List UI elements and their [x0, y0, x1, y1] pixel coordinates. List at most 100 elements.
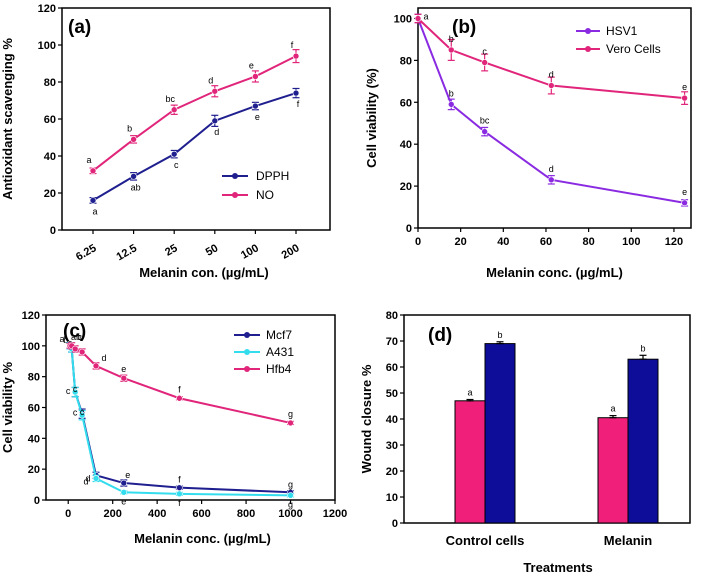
d-significance-letter: b	[497, 330, 502, 340]
a-legend-marker	[232, 173, 238, 179]
c-significance-letter: c	[66, 386, 71, 396]
c-significance-letter: g	[288, 499, 293, 509]
c-significance-letter: a	[59, 334, 64, 344]
a-marker	[292, 89, 300, 97]
c-marker	[92, 475, 100, 482]
c-xtick-label: 200	[104, 508, 122, 520]
d-x-axis-label: Treatments	[523, 560, 592, 575]
c-legend-marker	[244, 349, 250, 355]
c-legend-label: A431	[266, 345, 294, 359]
a-marker	[252, 102, 259, 110]
b-significance-letter: e	[682, 187, 687, 197]
c-significance-letter: g	[288, 409, 293, 419]
c-significance-letter: f	[178, 498, 181, 508]
d-bar	[627, 358, 659, 524]
a-xtick-label: 100	[239, 242, 261, 262]
a-marker	[130, 136, 137, 143]
b-xtick-label: 100	[622, 236, 640, 248]
d-ytick-label: 40	[386, 414, 398, 426]
d-ytick-label: 0	[392, 518, 398, 530]
a-marker	[170, 150, 178, 158]
a-significance-letter: b	[127, 123, 132, 133]
b-xtick-label: 40	[497, 236, 509, 248]
a-significance-letter: f	[291, 40, 294, 50]
c-xtick-label: 1200	[323, 508, 347, 520]
a-significance-letter: f	[297, 99, 300, 109]
a-marker	[211, 117, 219, 125]
c-significance-letter: c	[80, 407, 85, 417]
c-y-axis-label: Cell viability %	[0, 362, 15, 453]
b-significance-letter: e	[682, 82, 687, 92]
a-legend-label: DPPH	[256, 169, 289, 183]
c-ytick-label: 80	[28, 372, 40, 384]
c-xtick-label: 400	[148, 508, 166, 520]
b-xtick-label: 0	[415, 236, 421, 248]
c-significance-letter: c	[77, 332, 82, 342]
b-marker	[447, 46, 455, 54]
c-xtick-label: 0	[65, 508, 71, 520]
a-ytick-label: 20	[44, 188, 56, 200]
d-significance-letter: b	[640, 343, 645, 353]
c-marker	[287, 492, 294, 499]
d-bar	[597, 417, 629, 524]
c-ytick-label: 40	[28, 433, 40, 445]
a-legend-label: NO	[256, 188, 274, 202]
d-ytick-label: 70	[386, 336, 398, 348]
b-ytick-label: 40	[400, 139, 412, 151]
c-significance-letter: c	[73, 384, 78, 394]
b-ytick-label: 60	[400, 97, 412, 109]
c-marker	[120, 479, 128, 487]
a-y-axis-label: Antioxidant scavenging %	[0, 38, 15, 200]
d-significance-letter: a	[610, 404, 615, 414]
chart-panel-d: 0 10 20 30 40 50 60 70 80 Control cells a b Melanin a…	[359, 310, 691, 575]
c-ytick-label: 120	[22, 310, 40, 322]
d-ytick-label: 20	[386, 466, 398, 478]
c-legend-marker	[244, 332, 250, 338]
c-legend-marker	[244, 366, 250, 372]
b-marker	[481, 59, 488, 66]
c-marker	[78, 411, 86, 419]
a-significance-letter: c	[174, 160, 179, 170]
b-plot-frame	[417, 7, 692, 229]
d-significance-letter: a	[467, 388, 472, 398]
b-legend-marker	[585, 28, 591, 34]
a-ytick-label: 80	[44, 77, 56, 89]
c-marker	[71, 388, 79, 396]
a-xtick-label: 6.25	[74, 242, 99, 263]
a-significance-letter: d	[214, 127, 219, 137]
d-bar	[454, 400, 486, 524]
a-marker	[170, 106, 178, 114]
b-marker	[548, 82, 555, 89]
c-significance-letter: d	[84, 476, 89, 486]
a-ytick-label: 60	[44, 114, 56, 126]
d-bar	[484, 343, 516, 524]
b-marker	[681, 94, 688, 102]
b-marker	[481, 128, 488, 135]
a-marker	[89, 197, 97, 204]
c-panel-label: (c)	[63, 321, 86, 342]
c-marker	[120, 488, 128, 496]
a-xtick-label: 200	[280, 242, 302, 262]
c-ytick-label: 60	[28, 403, 40, 415]
c-significance-letter: f	[178, 384, 181, 394]
c-series-line-a431	[69, 345, 291, 497]
b-marker	[414, 15, 422, 22]
c-marker	[176, 484, 183, 491]
c-significance-letter: ab	[71, 332, 81, 342]
c-significance-letter: f	[178, 475, 181, 485]
a-marker	[211, 87, 219, 95]
c-marker	[92, 362, 100, 370]
c-series-line-mcf7	[69, 345, 291, 494]
a-ytick-label: 0	[50, 225, 56, 237]
c-significance-letter: d	[86, 473, 91, 483]
c-significance-letter: e	[121, 364, 126, 374]
b-panel-label: (b)	[452, 17, 476, 38]
a-xtick-label: 25	[163, 242, 180, 259]
c-marker	[120, 374, 128, 382]
c-marker	[78, 348, 86, 356]
b-y-axis-label: Cell viability (%)	[364, 68, 379, 168]
a-ytick-label: 40	[44, 151, 56, 163]
a-marker	[292, 52, 300, 60]
